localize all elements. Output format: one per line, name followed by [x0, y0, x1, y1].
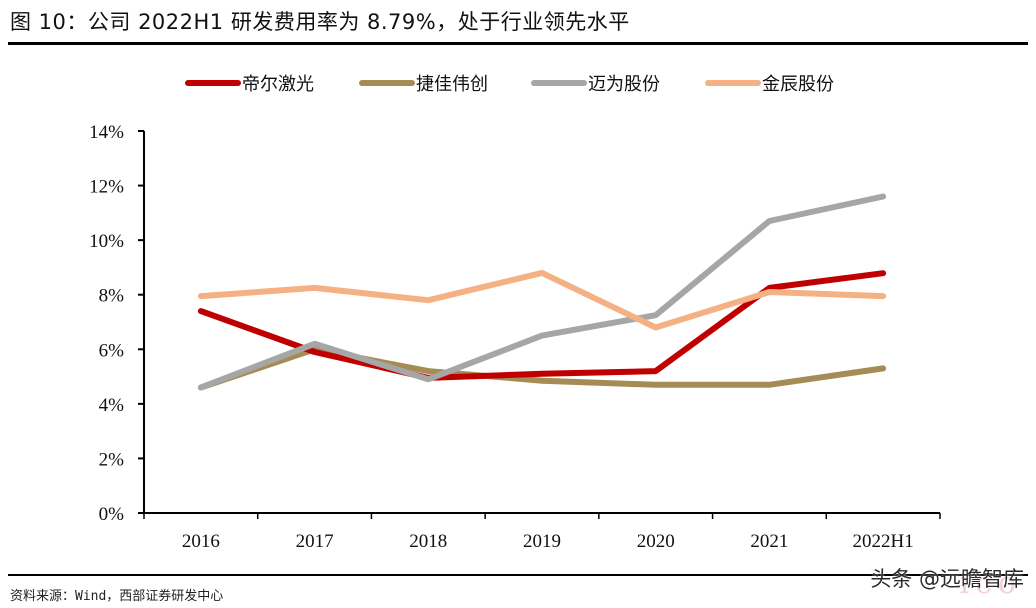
legend-label: 金辰股份	[762, 74, 834, 95]
watermark: 头条 @远瞻智库	[870, 567, 1024, 591]
legend: 帝尔激光 捷佳伟创 迈为股份 金辰股份	[185, 74, 834, 95]
legend-label: 帝尔激光	[242, 74, 314, 95]
figure-title: 图 10：公司 2022H1 研发费用率为 8.79%，处于行业领先水平	[10, 10, 630, 34]
series-line-1	[197, 346, 887, 391]
y-tick-label: 6%	[99, 340, 125, 361]
legend-label: 捷佳伟创	[416, 74, 488, 95]
y-tick-label: 0%	[99, 504, 125, 525]
y-tick-label: 8%	[99, 286, 125, 307]
x-tick-label: 2020	[637, 531, 675, 552]
y-tick-label: 12%	[89, 177, 124, 198]
x-tick-label: 2021	[750, 531, 788, 552]
source-note: 资料来源：Wind，西部证券研发中心	[10, 589, 224, 604]
series-lines	[197, 193, 887, 391]
series-line-0	[197, 270, 887, 381]
y-tick-label: 4%	[99, 395, 125, 416]
x-tick-label: 2017	[296, 531, 334, 552]
watermark-background: ico	[959, 566, 1022, 601]
axes: 0% 2% 4% 6% 8% 10% 12% 14% 2016 2017 2018 2019 2020 2…	[89, 122, 941, 552]
y-tick-label: 14%	[89, 122, 124, 143]
bottom-rule	[8, 574, 1028, 576]
top-rule	[8, 42, 1028, 45]
x-tick-label: 2022H1	[853, 531, 914, 552]
x-tick-label: 2016	[182, 531, 220, 552]
x-tick-label: 2018	[409, 531, 447, 552]
series-line-2	[197, 193, 887, 391]
legend-label: 迈为股份	[588, 74, 660, 95]
y-tick-label: 2%	[99, 449, 125, 470]
x-tick-label: 2019	[523, 531, 561, 552]
series-line-3	[197, 269, 887, 331]
y-tick-label: 10%	[89, 231, 124, 252]
